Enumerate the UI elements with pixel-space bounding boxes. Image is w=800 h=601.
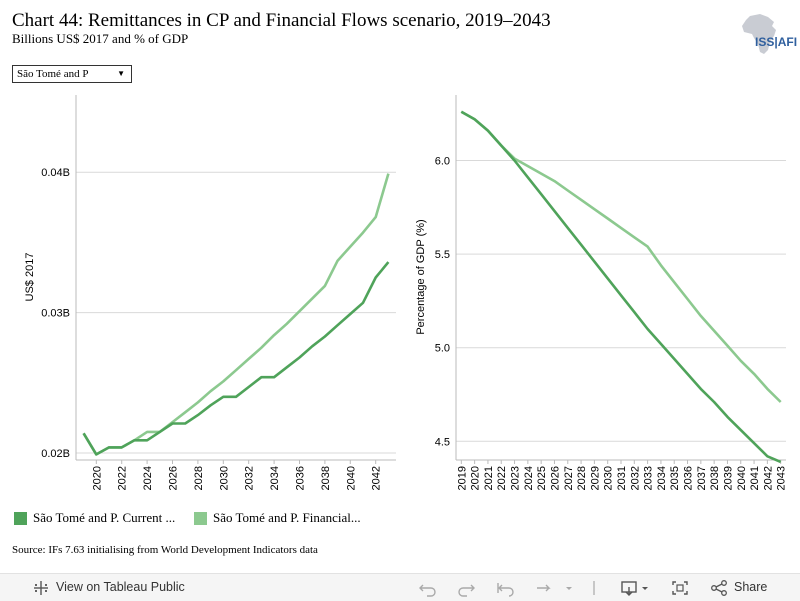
x-tick-label: 2032 (629, 466, 641, 490)
legend-item-current-path[interactable]: São Tomé and P. Current ... (14, 510, 175, 526)
iss-africa-logo: ISS|AFI (742, 14, 797, 54)
x-tick-label: 2025 (536, 466, 548, 490)
refresh-button[interactable] (534, 574, 574, 601)
x-tick-label: 2033 (643, 466, 655, 490)
x-tick-label: 2021 (483, 466, 495, 490)
x-tick-label: 2020 (91, 466, 103, 490)
x-tick-label: 2034 (656, 466, 668, 490)
fullscreen-button[interactable] (670, 574, 690, 601)
x-tick-label: 2037 (696, 466, 708, 490)
toolbar-divider (592, 574, 596, 601)
share-label: Share (734, 580, 768, 594)
x-tick-label: 2040 (736, 466, 748, 490)
series-line-financial-flows[interactable] (82, 173, 390, 456)
x-tick-label: 2023 (510, 466, 522, 490)
x-tick-label: 2020 (470, 466, 482, 490)
redo-button[interactable] (456, 574, 476, 601)
y-tick-label: 5.5 (435, 249, 450, 261)
x-tick-label: 2042 (762, 466, 774, 490)
x-tick-label: 2024 (523, 466, 535, 490)
view-on-tableau-link[interactable]: View on Tableau Public (32, 574, 185, 601)
x-tick-label: 2027 (563, 466, 575, 490)
x-tick-label: 2019 (456, 466, 468, 490)
y-tick-label: 0.04B (41, 167, 70, 179)
download-icon (621, 580, 648, 596)
view-on-tableau-label: View on Tableau Public (56, 580, 185, 594)
undo-button[interactable] (418, 574, 438, 601)
y-tick-label: 5.0 (435, 343, 450, 355)
share-button[interactable]: Share (710, 574, 767, 601)
x-tick-label: 2026 (168, 466, 180, 490)
x-tick-label: 2042 (371, 466, 383, 490)
x-tick-label: 2024 (142, 466, 154, 490)
africa-map-icon (742, 14, 776, 54)
x-tick-label: 2034 (269, 466, 281, 490)
y-tick-label: 0.02B (41, 448, 70, 460)
chart-pct-gdp: 4.5 5.0 5.5 6.0 2019 2020 2021 2022 2023 2024 2025… (415, 95, 788, 490)
dropdown-arrow-icon: ▼ (117, 69, 125, 78)
chart-subtitle: Billions US$ 2017 and % of GDP (12, 31, 189, 46)
refresh-icon (537, 584, 572, 591)
x-tick-label: 2035 (669, 466, 681, 490)
x-tick-label: 2028 (576, 466, 588, 490)
legend-label-financial-flows: São Tomé and P. Financial... (213, 510, 361, 525)
y-axis-title: Percentage of GDP (%) (415, 219, 427, 334)
y-tick-label: 0.03B (41, 308, 70, 320)
fullscreen-icon (672, 580, 688, 595)
share-icon (711, 579, 727, 596)
series-line-current-path[interactable] (460, 110, 782, 464)
redo-icon (458, 584, 475, 597)
country-filter-value: São Tomé and P (17, 68, 89, 80)
y-axis-title: US$ 2017 (24, 253, 36, 302)
logo-text: ISS|AFI (755, 35, 797, 49)
x-tick-label: 2038 (709, 466, 721, 490)
x-tick-label: 2026 (549, 466, 561, 490)
legend-item-financial-flows[interactable]: São Tomé and P. Financial... (194, 510, 361, 526)
x-tick-label: 2038 (320, 466, 332, 490)
legend-swatch-financial-flows (194, 511, 207, 525)
x-tick-label: 2032 (244, 466, 256, 490)
tableau-icon (34, 580, 48, 595)
y-tick-label: 6.0 (435, 156, 450, 168)
legend-swatch-current-path (14, 511, 27, 525)
x-tick-label: 2036 (683, 466, 695, 490)
legend-label-current-path: São Tomé and P. Current ... (33, 510, 176, 525)
x-tick-label: 2043 (776, 466, 788, 490)
tableau-toolbar: View on Tableau Public Share (0, 573, 800, 601)
download-button[interactable] (620, 574, 652, 601)
undo-icon (419, 584, 436, 597)
revert-icon (497, 582, 514, 597)
x-tick-label: 2022 (117, 466, 129, 490)
chart-usd: 0.02B 0.03B 0.04B 2020 2022 2024 2026 2028 2030 2… (24, 95, 396, 490)
y-tick-label: 4.5 (435, 436, 450, 448)
series-line-current-path[interactable] (82, 261, 390, 456)
x-tick-label: 2036 (294, 466, 306, 490)
x-tick-label: 2022 (496, 466, 508, 490)
x-tick-label: 2039 (722, 466, 734, 490)
x-tick-label: 2029 (589, 466, 601, 490)
x-tick-label: 2030 (603, 466, 615, 490)
x-tick-label: 2040 (345, 466, 357, 490)
x-tick-label: 2030 (218, 466, 230, 490)
country-filter-dropdown[interactable]: São Tomé and P ▼ (12, 65, 132, 83)
x-tick-label: 2031 (616, 466, 628, 490)
chart-title: Chart 44: Remittances in CP and Financia… (12, 10, 551, 31)
x-tick-label: 2041 (749, 466, 761, 490)
x-tick-label: 2028 (193, 466, 205, 490)
revert-button[interactable] (496, 574, 516, 601)
source-note: Source: IFs 7.63 initialising from World… (12, 544, 318, 556)
